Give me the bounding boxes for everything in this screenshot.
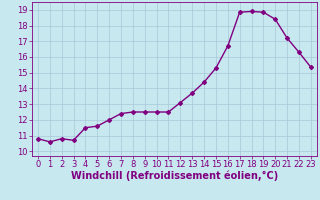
X-axis label: Windchill (Refroidissement éolien,°C): Windchill (Refroidissement éolien,°C) — [71, 171, 278, 181]
